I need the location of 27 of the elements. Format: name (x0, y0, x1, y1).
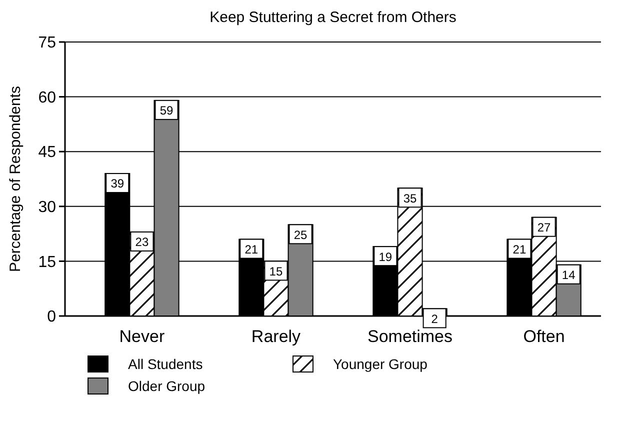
y-axis-title: Percentage of Respondents (7, 86, 24, 272)
data-label: 21 (512, 242, 526, 256)
y-tick-label: 15 (38, 254, 56, 271)
data-label: 21 (244, 242, 258, 256)
data-label: 23 (135, 235, 149, 250)
data-label: 35 (403, 191, 418, 206)
x-tick-label: Rarely (251, 327, 302, 346)
data-label: 25 (294, 228, 308, 242)
y-tick-label: 75 (38, 34, 56, 52)
y-tick-label: 0 (47, 308, 56, 326)
data-label: 27 (537, 220, 552, 235)
data-label: 15 (269, 264, 283, 278)
data-label: 2 (431, 312, 438, 326)
legend-label: Younger Group (333, 356, 428, 372)
x-tick-label: Never (119, 327, 165, 346)
data-label: 19 (378, 250, 392, 264)
x-tick-label: Sometimes (367, 327, 453, 346)
x-tick-label: Often (523, 327, 565, 346)
data-label: 59 (160, 104, 174, 118)
legend-label: Older Group (128, 378, 206, 394)
y-tick-label: 45 (38, 144, 56, 162)
y-tick-label: 60 (38, 89, 56, 106)
data-label: 14 (562, 268, 576, 282)
legend-label: All Students (128, 356, 203, 372)
data-label: 39 (110, 176, 124, 191)
chart-title: Keep Stuttering a Secret from Others (210, 9, 456, 26)
y-tick-label: 30 (38, 199, 56, 216)
